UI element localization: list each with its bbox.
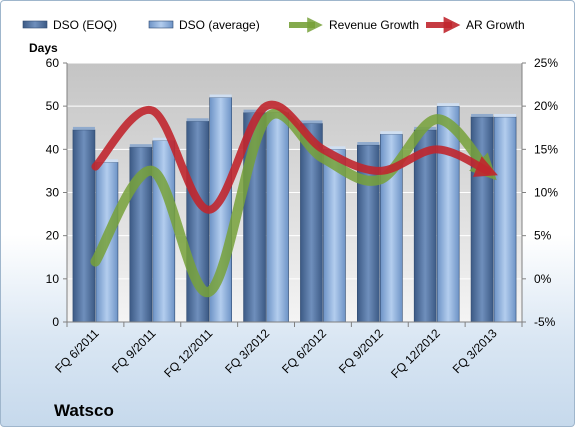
bar-top (95, 159, 118, 163)
legend-swatch (22, 20, 48, 29)
y2-tick-label: 25% (534, 56, 558, 70)
x-tick-label: FQ 12/2012 (388, 326, 443, 381)
legend: DSO (EOQ) DSO (average) Revenue Growth AR G… (22, 16, 525, 34)
bar-top (300, 120, 323, 124)
bar-top (152, 137, 175, 141)
y-tick-label: 30 (46, 186, 60, 200)
x-tick-label: FQ 12/2011 (161, 326, 215, 380)
x-tick-label: FQ 9/2011 (109, 326, 159, 376)
x-tick-label: FQ 3/2013 (450, 326, 500, 376)
bar-top (494, 113, 517, 117)
bar-top (209, 94, 232, 98)
y-tick-label: 20 (46, 229, 60, 243)
x-tick-label: FQ 6/2011 (52, 326, 102, 376)
y2-tick-label: 0% (534, 272, 552, 286)
bar-top (380, 131, 403, 135)
y-tick-label: 60 (46, 56, 60, 70)
x-tick-label: FQ 6/2012 (279, 326, 329, 376)
y2-tick-label: 15% (534, 142, 558, 156)
ar-growth-line (91, 100, 498, 214)
y-tick-label: 50 (46, 99, 60, 113)
revenue-growth-line (90, 108, 497, 297)
x-tick-label: FQ 9/2012 (336, 326, 386, 376)
bar (266, 112, 289, 323)
legend-label: DSO (EOQ) (53, 18, 117, 32)
bar-top (437, 103, 460, 107)
chart-title: Watsco (54, 401, 114, 420)
bar (72, 129, 96, 323)
legend-label: Revenue Growth (329, 18, 419, 32)
bar (493, 116, 517, 323)
y-axis-title: Days (29, 41, 58, 55)
y-tick-label: 40 (46, 142, 60, 156)
legend-swatch (148, 20, 174, 29)
bar-top (357, 142, 380, 146)
y2-tick-label: 5% (534, 229, 552, 243)
y2-tick-label: 20% (534, 99, 558, 113)
legend-label: DSO (average) (179, 18, 260, 32)
bar-top (323, 146, 346, 150)
bar-top (129, 144, 152, 148)
bar-top (243, 109, 266, 113)
y-tick-label: 0 (52, 315, 59, 329)
bar-top (471, 113, 494, 117)
growth-lines (90, 100, 498, 297)
legend-label: AR Growth (466, 18, 525, 32)
bar-top (186, 118, 209, 122)
y-tick-label: 10 (46, 272, 60, 286)
bar-top (72, 126, 95, 130)
y2-tick-label: -5% (534, 315, 556, 329)
bar (436, 105, 460, 323)
x-tick-label: FQ 3/2012 (222, 326, 272, 376)
y2-tick-label: 10% (534, 186, 558, 200)
